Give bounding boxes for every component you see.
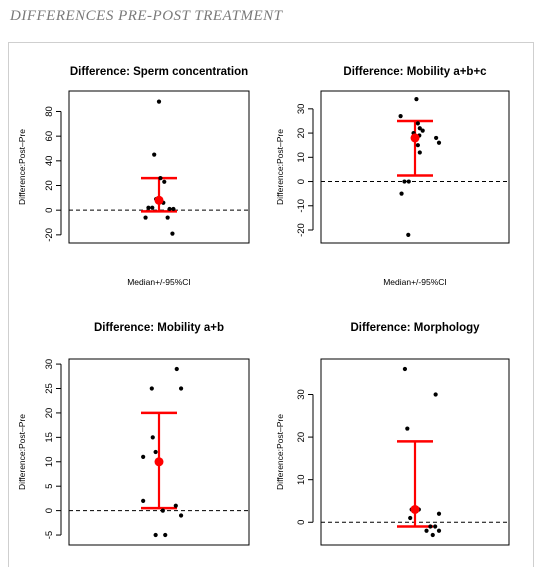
data-point <box>178 513 184 518</box>
data-point <box>153 449 158 455</box>
page-title: DIFFERENCES PRE-POST TREATMENT <box>10 8 283 24</box>
data-point <box>152 152 157 157</box>
data-point <box>178 386 184 391</box>
data-point <box>146 205 151 210</box>
data-point <box>406 179 411 184</box>
y-tick-label: 20 <box>44 408 55 419</box>
y-tick-label: 60 <box>44 131 55 142</box>
data-point <box>153 532 158 538</box>
data-point <box>428 524 433 529</box>
y-tick-label: 10 <box>296 152 307 163</box>
data-point <box>171 206 176 212</box>
plot-area <box>68 358 250 546</box>
y-axis-label: Difference:Post–Pre <box>17 414 27 490</box>
y-tick-label: 10 <box>296 474 307 485</box>
chart-title: Difference: Sperm concentration <box>70 66 248 78</box>
data-point <box>402 179 407 184</box>
chart-panel-2: Difference: Mobility a+b+c -20 -10 0 10 20 30 D… <box>275 66 510 287</box>
y-tick-label: 30 <box>296 104 307 115</box>
y-axis-label: Difference:Post–Pre <box>275 129 285 205</box>
chart-frame: Difference: Sperm concentration -20 0 20 40 6… <box>8 42 534 567</box>
y-tick-label: 5 <box>44 484 55 489</box>
chart-panel-4: Difference: Morphology 0 10 20 30 Difference:… <box>275 322 510 546</box>
data-point <box>424 528 429 533</box>
median-marker <box>410 504 420 514</box>
data-point <box>399 191 404 196</box>
data-point <box>165 215 170 220</box>
data-point <box>173 503 178 508</box>
data-point <box>406 232 411 237</box>
data-point <box>141 454 146 459</box>
chart-panel-3: Difference: Mobility a+b -5 0 5 10 15 20 25 30 Di… <box>17 322 250 546</box>
data-point <box>167 206 172 212</box>
median-marker <box>154 195 164 205</box>
chart-panel-1: Difference: Sperm concentration -20 0 20 40 6… <box>17 66 250 287</box>
data-point <box>174 366 179 372</box>
data-point <box>433 392 438 397</box>
data-point <box>402 366 408 372</box>
y-tick-label: 30 <box>296 389 307 400</box>
data-point <box>149 386 154 391</box>
y-tick-label: -5 <box>44 531 55 539</box>
data-point <box>417 126 422 131</box>
y-tick-label: -20 <box>296 223 307 237</box>
data-point <box>417 150 422 155</box>
plot-area <box>320 358 510 546</box>
y-tick-label: 30 <box>44 359 55 370</box>
data-point <box>414 97 419 102</box>
data-point <box>143 215 148 220</box>
chart-title: Difference: Morphology <box>350 322 480 334</box>
data-point <box>436 528 442 533</box>
y-tick-label: 0 <box>296 520 307 525</box>
y-tick-label: 15 <box>44 432 55 443</box>
data-point <box>415 121 420 126</box>
data-point <box>408 515 413 521</box>
plot-area <box>68 90 250 244</box>
data-point <box>415 143 420 148</box>
data-point <box>430 532 435 538</box>
data-point <box>156 99 162 104</box>
y-tick-label: 20 <box>44 180 55 191</box>
y-tick-label: 10 <box>44 456 55 467</box>
data-point <box>163 532 168 538</box>
x-axis-label: Median+/-95%CI <box>127 277 191 287</box>
data-point <box>398 114 403 119</box>
y-tick-label: 40 <box>44 156 55 167</box>
data-point <box>433 524 438 529</box>
x-axis-label: Median+/-95%CI <box>383 277 447 287</box>
data-point <box>436 140 442 145</box>
y-tick-label: 80 <box>44 106 55 117</box>
data-point <box>150 435 155 440</box>
data-point <box>434 135 439 141</box>
data-point <box>158 176 163 181</box>
data-point <box>436 511 442 516</box>
median-marker <box>154 457 164 467</box>
y-tick-label: 20 <box>296 128 307 139</box>
data-point <box>420 128 425 133</box>
y-axis-label: Difference:Post–Pre <box>275 414 285 490</box>
charts-svg: Difference: Sperm concentration -20 0 20 40 6… <box>17 66 510 546</box>
plot-area <box>320 90 510 244</box>
data-point <box>170 231 175 236</box>
y-axis-label: Difference:Post–Pre <box>17 129 27 205</box>
y-tick-label: 0 <box>44 508 55 513</box>
data-point <box>160 508 165 513</box>
y-tick-label: 0 <box>296 179 307 184</box>
y-tick-label: -20 <box>44 228 55 242</box>
median-marker <box>410 133 420 143</box>
data-point <box>150 205 155 210</box>
y-tick-label: -10 <box>296 199 307 213</box>
chart-title: Difference: Mobility a+b <box>94 322 224 334</box>
y-tick-label: 25 <box>44 383 55 394</box>
y-tick-label: 20 <box>296 432 307 443</box>
data-point <box>405 426 410 431</box>
data-point <box>141 498 146 503</box>
data-point <box>162 179 167 184</box>
chart-title: Difference: Mobility a+b+c <box>343 66 487 78</box>
y-tick-label: 0 <box>44 208 55 213</box>
